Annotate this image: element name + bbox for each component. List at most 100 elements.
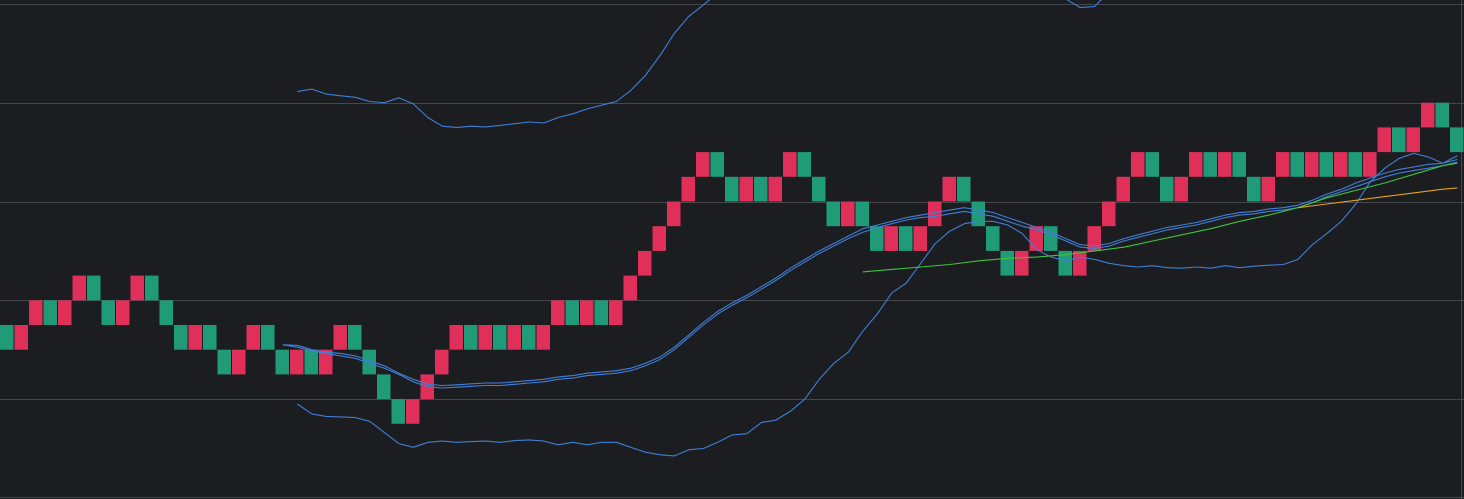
indicator-layer <box>282 0 1458 457</box>
orange-ma-line <box>1297 187 1458 209</box>
renko-brick <box>348 325 362 350</box>
renko-brick <box>1116 176 1130 202</box>
renko-brick <box>522 325 536 350</box>
renko-brick <box>536 325 550 350</box>
renko-brick <box>507 325 521 350</box>
renko-brick <box>391 399 405 424</box>
renko-brick <box>1189 152 1203 177</box>
renko-brick <box>812 176 826 202</box>
renko-brick <box>1015 250 1029 276</box>
renko-brick <box>942 176 956 202</box>
renko-brick <box>884 226 898 251</box>
renko-brick <box>1000 250 1014 276</box>
renko-brick <box>1218 152 1232 177</box>
renko-brick <box>667 201 681 227</box>
renko-brick <box>1044 226 1058 251</box>
renko-brick <box>1450 127 1464 153</box>
renko-brick <box>1392 127 1406 153</box>
renko-brick <box>116 300 130 325</box>
renko-brick <box>725 176 739 202</box>
renko-brick <box>1435 102 1449 128</box>
renko-brick <box>899 226 913 251</box>
upper-band-line <box>297 0 1102 128</box>
renko-brick <box>435 349 449 375</box>
renko-brick <box>913 226 927 251</box>
renko-brick <box>362 349 376 375</box>
renko-brick <box>159 300 173 325</box>
renko-brick <box>377 374 391 400</box>
renko-brick <box>464 325 478 350</box>
renko-brick <box>1247 176 1261 202</box>
renko-brick <box>1276 152 1290 177</box>
renko-brick <box>754 176 768 202</box>
renko-brick <box>681 176 695 202</box>
renko-brick <box>594 300 608 325</box>
renko-brick <box>580 300 594 325</box>
renko-brick <box>246 325 260 350</box>
renko-brick <box>1174 176 1188 202</box>
renko-brick <box>696 152 710 177</box>
renko-brick <box>449 325 463 350</box>
brick-layer <box>0 102 1464 424</box>
renko-brick <box>493 325 507 350</box>
renko-brick <box>1377 127 1391 153</box>
renko-brick <box>565 300 579 325</box>
renko-brick <box>841 201 855 227</box>
renko-brick <box>928 201 942 227</box>
green-ma-line <box>862 162 1458 273</box>
renko-brick <box>870 226 884 251</box>
renko-brick <box>87 275 101 301</box>
renko-brick <box>43 300 57 325</box>
renko-brick <box>1421 102 1435 128</box>
renko-brick <box>1160 176 1174 202</box>
lower-band-line <box>296 152 1458 457</box>
renko-brick <box>638 250 652 276</box>
renko-brick <box>1145 152 1159 177</box>
renko-brick <box>203 325 217 350</box>
renko-brick <box>1334 152 1348 177</box>
renko-brick <box>1406 127 1420 153</box>
renko-brick <box>145 275 159 301</box>
renko-brick <box>1348 152 1362 177</box>
renko-brick <box>217 349 231 375</box>
renko-brick <box>609 300 623 325</box>
renko-brick <box>623 275 637 301</box>
renko-brick <box>1058 250 1072 276</box>
renko-brick <box>768 176 782 202</box>
renko-brick <box>72 275 86 301</box>
renko-brick <box>710 152 724 177</box>
renko-brick <box>986 226 1000 251</box>
renko-brick <box>130 275 144 301</box>
renko-brick <box>232 349 246 375</box>
renko-brick <box>855 201 869 227</box>
renko-brick <box>826 201 840 227</box>
renko-brick <box>101 300 115 325</box>
renko-brick <box>261 325 275 350</box>
renko-brick <box>0 325 14 350</box>
middle-band-line-a <box>282 158 1458 387</box>
renko-brick <box>1073 250 1087 276</box>
renko-brick <box>1102 201 1116 227</box>
renko-brick <box>406 399 420 424</box>
renko-brick <box>1131 152 1145 177</box>
renko-brick <box>1087 226 1101 251</box>
renko-brick <box>1319 152 1333 177</box>
renko-brick <box>739 176 753 202</box>
renko-brick <box>1232 152 1246 177</box>
renko-brick <box>29 300 43 325</box>
renko-brick <box>1305 152 1319 177</box>
renko-brick <box>1363 152 1377 177</box>
renko-brick <box>174 325 188 350</box>
renko-brick <box>304 349 318 375</box>
renko-brick <box>333 325 347 350</box>
renko-brick <box>290 349 304 375</box>
renko-brick <box>797 152 811 177</box>
renko-brick <box>783 152 797 177</box>
renko-brick <box>319 349 333 375</box>
renko-brick <box>957 176 971 202</box>
renko-brick <box>478 325 492 350</box>
renko-brick <box>1261 176 1275 202</box>
